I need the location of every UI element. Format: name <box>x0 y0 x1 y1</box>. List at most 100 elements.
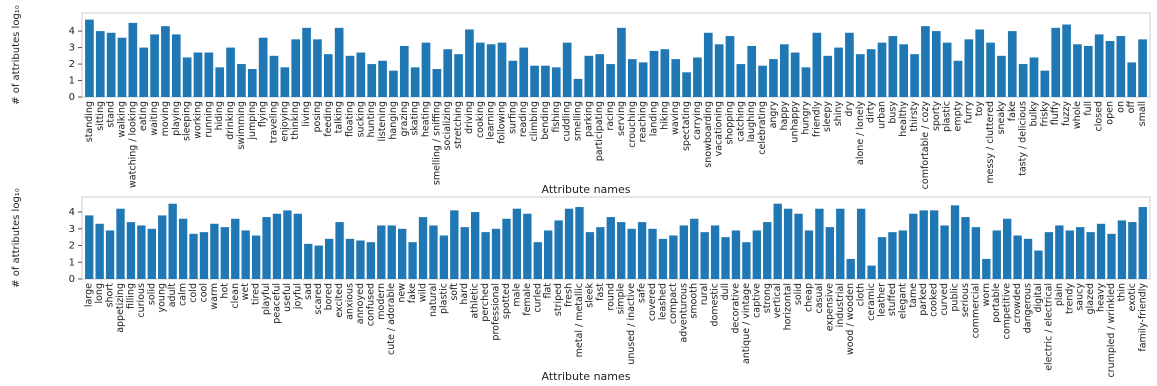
x-tick-label: ceramic <box>866 283 877 321</box>
bar <box>272 213 282 279</box>
bar <box>834 47 843 97</box>
x-tick-label: adventurous <box>678 283 689 343</box>
bar <box>867 265 876 279</box>
x-tick-label: grazing <box>399 101 410 136</box>
bar <box>126 222 136 279</box>
bar <box>432 69 442 97</box>
x-tick-label: simple <box>616 283 627 315</box>
bar <box>1138 207 1147 279</box>
bar <box>551 67 561 97</box>
bar <box>682 72 691 97</box>
bar <box>443 49 453 97</box>
x-tick-label: cheap <box>803 283 814 312</box>
bar <box>888 232 897 279</box>
x-tick-label: waiting <box>149 101 160 136</box>
x-tick-label: toy <box>974 101 985 117</box>
bar <box>888 36 898 97</box>
x-tick-label: open <box>1105 101 1116 125</box>
bar <box>606 217 615 279</box>
bar <box>85 215 94 279</box>
x-tick-label: crowded <box>1012 283 1023 323</box>
bar <box>258 37 268 97</box>
x-tick-label: large <box>84 283 95 307</box>
y-tick-label: 4 <box>69 207 75 218</box>
x-tick-label: expensive <box>824 283 835 331</box>
y-tick-label: 1 <box>69 76 75 87</box>
x-tick-label: appetizing <box>115 283 126 333</box>
bar <box>769 59 778 97</box>
bar <box>410 67 420 97</box>
x-tick-label: elegant <box>897 283 908 319</box>
x-tick-label: dirty <box>866 101 877 123</box>
x-tick-label: modern <box>376 283 387 320</box>
x-tick-label: driving <box>464 101 475 134</box>
x-tick-label: floating <box>345 101 356 137</box>
bar <box>658 238 668 279</box>
x-tick-label: heavy <box>1096 283 1107 312</box>
x-tick-label: sleek <box>584 283 595 308</box>
x-tick-label: climbing <box>529 101 540 141</box>
x-tick-label: participating <box>594 101 605 161</box>
bar <box>649 50 659 97</box>
bar <box>262 217 271 279</box>
bar <box>671 59 681 97</box>
bar <box>105 230 115 279</box>
bar <box>669 235 678 279</box>
x-tick-label: dangerous <box>1023 283 1034 333</box>
bar <box>562 42 572 97</box>
x-tick-label: strong <box>762 283 773 313</box>
bar <box>178 218 188 279</box>
x-tick-label: domestic <box>710 283 721 326</box>
x-tick-label: busy <box>887 101 898 124</box>
bar <box>171 34 181 97</box>
x-tick-label: tired <box>251 283 262 305</box>
x-tick-label: smelling / sniffing <box>431 101 442 185</box>
x-tick-label: wood / wooden <box>845 283 856 355</box>
bar <box>226 47 235 97</box>
x-tick-label: female <box>522 283 533 316</box>
bar <box>703 32 713 97</box>
x-tick-label: listening <box>377 101 388 142</box>
x-tick-label: full <box>1083 101 1094 116</box>
bar <box>690 218 699 279</box>
bar <box>106 32 116 97</box>
x-tick-label: fishing <box>551 101 562 133</box>
x-tick-label: crouching <box>627 101 638 148</box>
bar <box>950 205 960 279</box>
x-tick-label: wild <box>418 283 429 302</box>
x-tick-label: traveling <box>269 101 280 143</box>
x-tick-label: reading <box>518 101 529 137</box>
x-tick-label: sleeping <box>182 101 193 141</box>
bar <box>595 54 605 97</box>
bar <box>389 70 398 97</box>
bar <box>773 203 782 279</box>
bar <box>530 65 539 97</box>
bar <box>627 59 637 97</box>
x-tick-label: anxious <box>345 283 356 320</box>
bar <box>314 245 323 279</box>
x-tick-label: stand <box>106 101 117 128</box>
x-tick-label: plastic <box>438 283 449 314</box>
bar <box>1055 225 1064 279</box>
bar <box>345 55 355 97</box>
bar <box>783 208 793 279</box>
x-tick-label: young <box>157 283 168 313</box>
x-tick-label: spotted <box>501 283 512 319</box>
bar <box>147 228 156 279</box>
x-tick-label: watching / looking <box>127 101 138 188</box>
bar <box>450 210 459 279</box>
bar <box>544 230 553 279</box>
bar <box>269 55 279 97</box>
x-tick-label: running <box>203 101 214 138</box>
bar <box>942 42 952 97</box>
bar <box>929 210 939 279</box>
bar <box>117 37 127 97</box>
bar <box>465 29 474 97</box>
x-tick-label: natural <box>428 283 439 317</box>
x-tick-label: swimming <box>236 101 247 150</box>
bar <box>324 238 334 279</box>
bar <box>554 220 563 279</box>
x-tick-label: sad <box>303 283 314 300</box>
bar <box>752 230 761 279</box>
x-tick-label: happy <box>779 101 790 131</box>
